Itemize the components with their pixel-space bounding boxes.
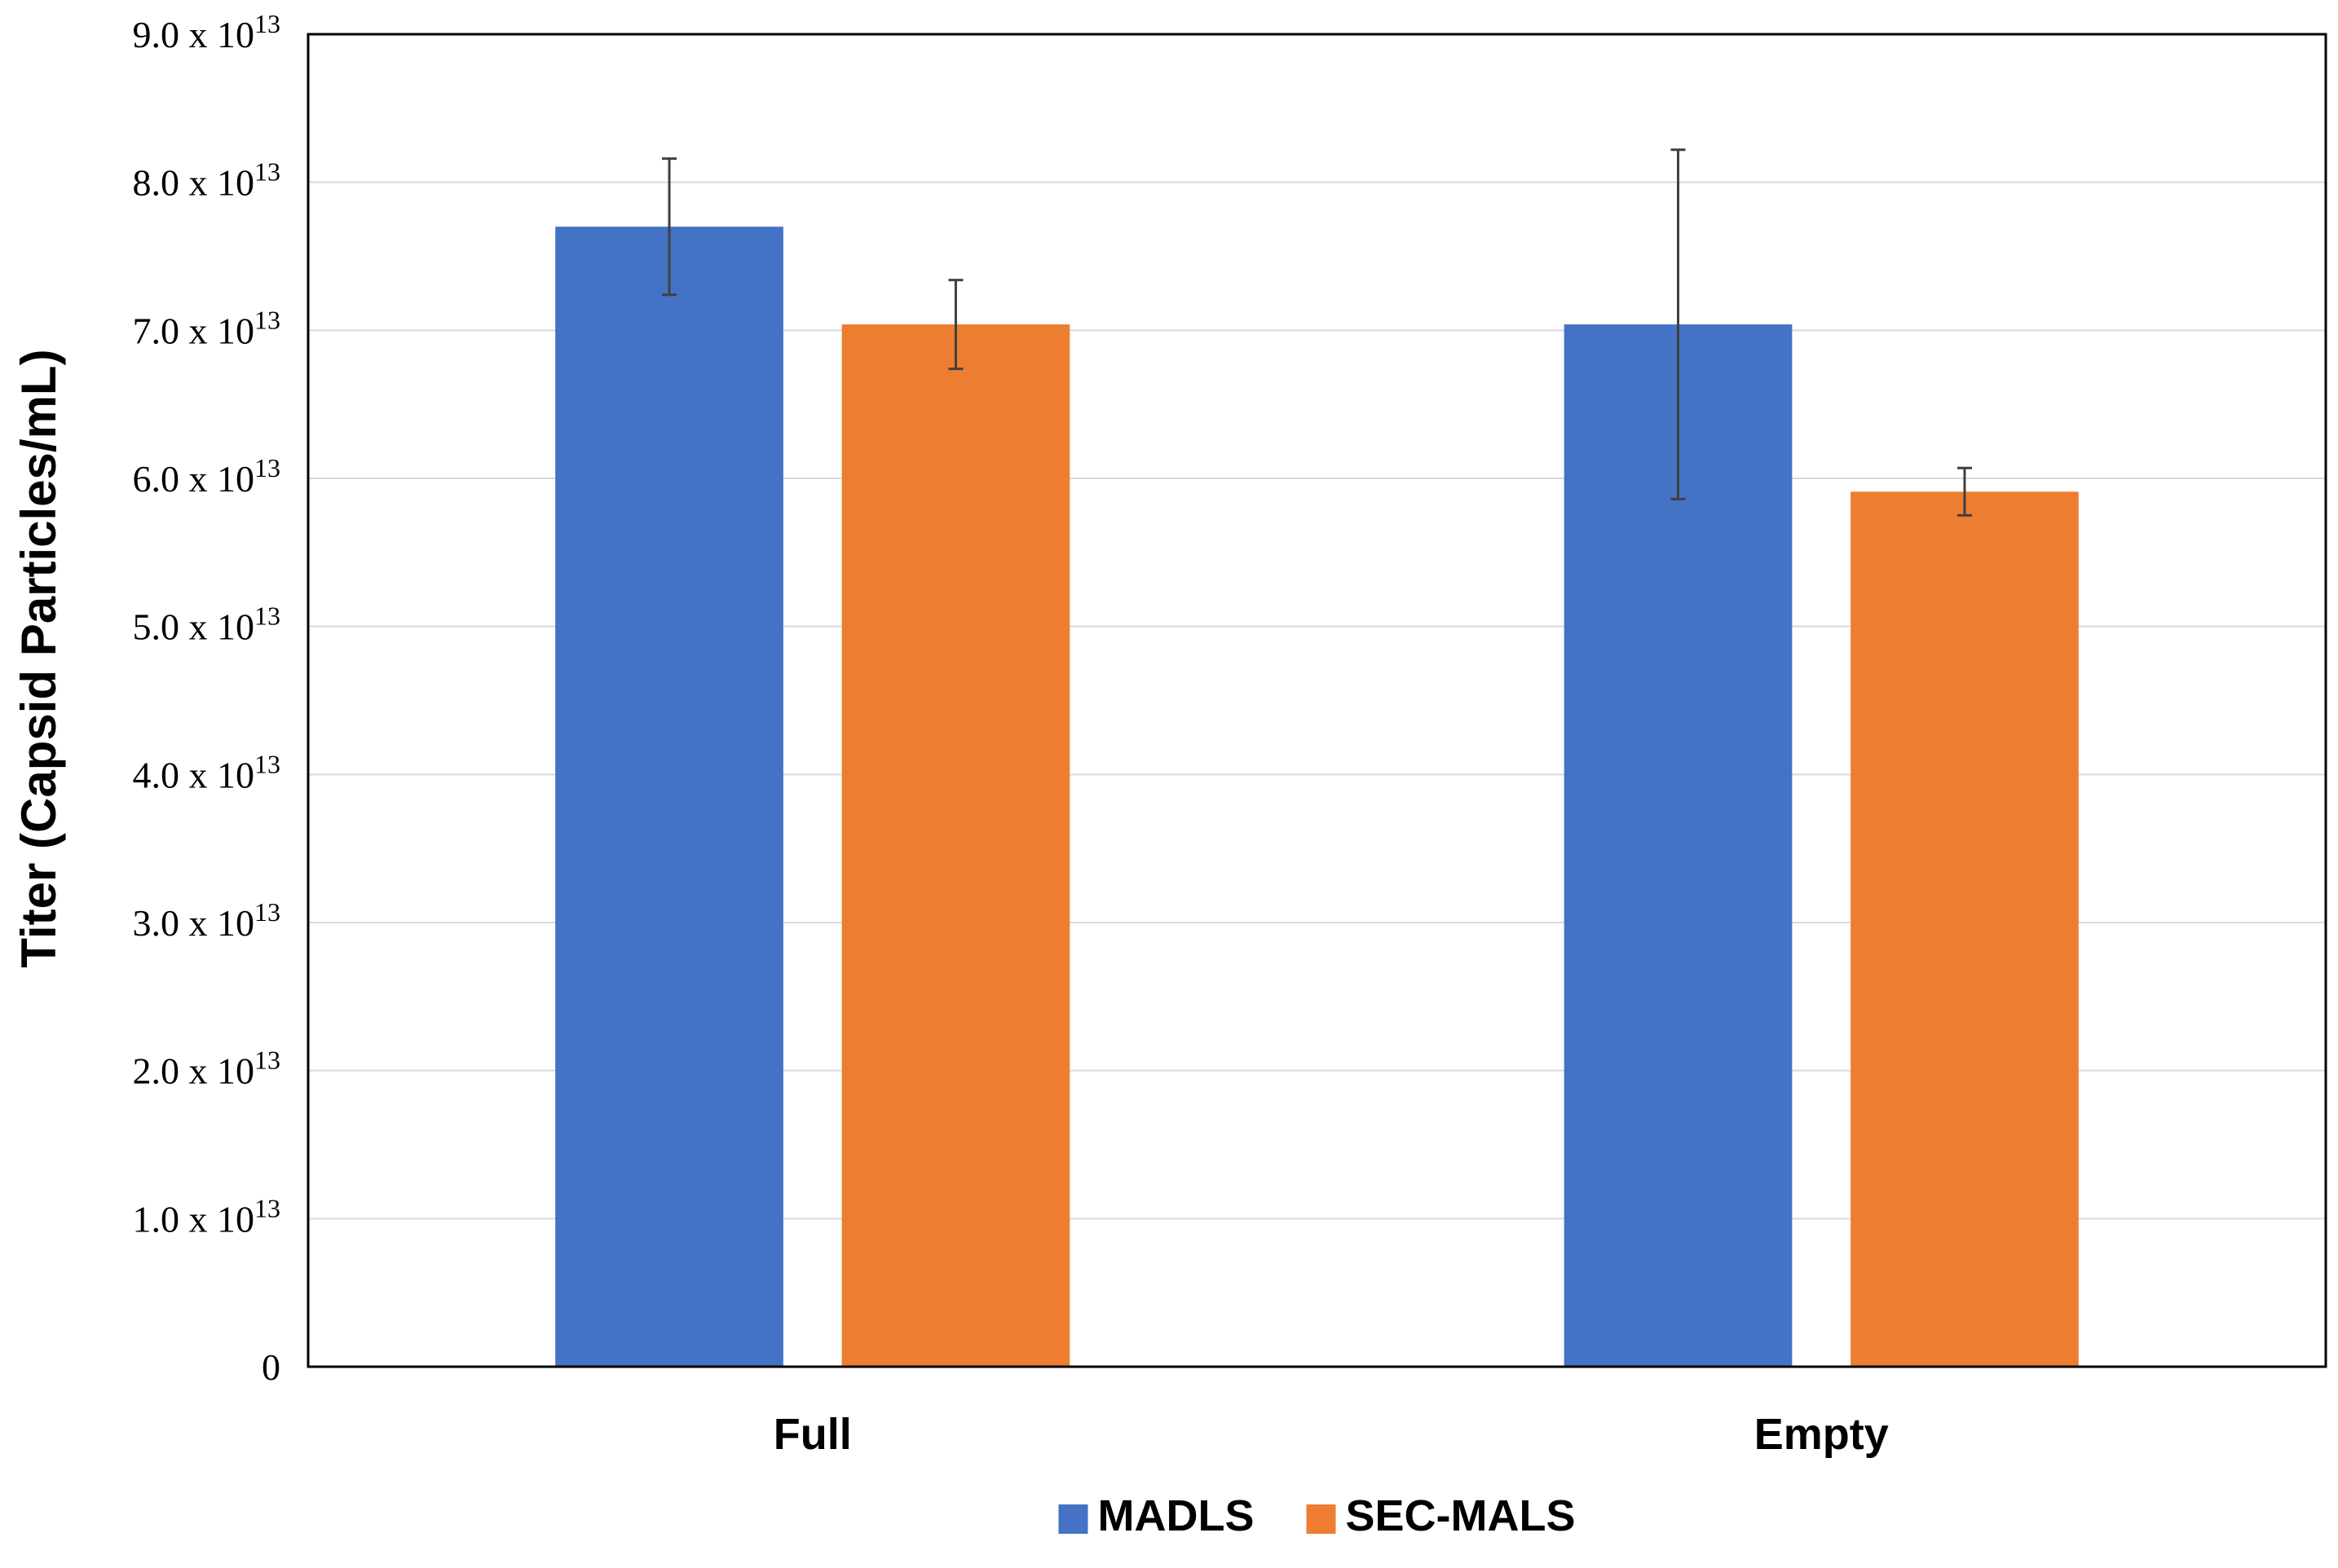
y-tick-exponent: 13 <box>254 601 280 631</box>
y-tick-label: 2.0 x 1013 <box>133 1046 281 1092</box>
legend-swatch <box>1306 1504 1336 1534</box>
legend-label: SEC-MALS <box>1345 1491 1575 1540</box>
y-tick-mantissa: 9.0 x 10 <box>133 14 255 55</box>
error-bar-sec-mals-full <box>948 279 964 371</box>
legend: MADLS SEC-MALS <box>1058 1491 1575 1540</box>
y-tick-exponent: 13 <box>254 305 280 334</box>
y-tick-mantissa: 8.0 x 10 <box>133 162 255 204</box>
bar-sec-mals-empty <box>1851 491 2079 1367</box>
y-tick-mantissa: 1.0 x 10 <box>133 1198 255 1240</box>
y-tick-label: 0 <box>262 1346 280 1388</box>
y-tick-mantissa: 3.0 x 10 <box>133 902 255 944</box>
y-tick-exponent: 13 <box>254 897 280 927</box>
error-bar-sec-mals-empty <box>1956 466 1972 517</box>
y-tick-mantissa: 7.0 x 10 <box>133 310 255 351</box>
y-axis-title: Titer (Capsid Particles/mL) <box>11 349 66 967</box>
y-tick-label: 6.0 x 1013 <box>133 453 281 500</box>
y-tick-label: 7.0 x 1013 <box>133 305 281 351</box>
bars <box>555 227 2079 1368</box>
y-tick-exponent: 13 <box>254 1193 280 1222</box>
y-tick-mantissa: 6.0 x 10 <box>133 458 255 500</box>
y-tick-exponent: 13 <box>254 453 280 482</box>
y-tick-label: 5.0 x 1013 <box>133 601 281 648</box>
y-tick-mantissa: 4.0 x 10 <box>133 754 255 795</box>
y-tick-label: 3.0 x 1013 <box>133 897 281 944</box>
x-axis-category-labels: Full Empty <box>774 1410 1889 1459</box>
y-tick-exponent: 13 <box>254 1046 280 1075</box>
y-tick-mantissa: 5.0 x 10 <box>133 606 255 648</box>
y-tick-exponent: 13 <box>254 749 280 778</box>
error-bars <box>662 148 1972 517</box>
legend-item-madls: MADLS <box>1058 1491 1255 1540</box>
bar-sec-mals-full <box>841 324 1070 1368</box>
bar-madls-full <box>555 227 783 1368</box>
x-category-label-full: Full <box>774 1410 852 1459</box>
y-tick-label: 1.0 x 1013 <box>133 1193 281 1240</box>
x-category-label-empty: Empty <box>1754 1410 1889 1459</box>
y-tick-exponent: 13 <box>254 9 280 38</box>
error-bar-madls-full <box>662 157 677 297</box>
legend-swatch <box>1058 1504 1088 1534</box>
legend-label: MADLS <box>1098 1491 1255 1540</box>
y-tick-label: 4.0 x 1013 <box>133 749 281 795</box>
y-tick-mantissa: 0 <box>262 1346 280 1388</box>
plot-area-border <box>307 33 2327 1368</box>
y-tick-exponent: 13 <box>254 157 280 187</box>
y-tick-label: 9.0 x 1013 <box>133 9 281 55</box>
legend-item-sec-mals: SEC-MALS <box>1306 1491 1575 1540</box>
y-tick-mantissa: 2.0 x 10 <box>133 1050 255 1092</box>
error-bar-madls-empty <box>1670 148 1686 500</box>
y-tick-label: 8.0 x 1013 <box>133 157 281 204</box>
